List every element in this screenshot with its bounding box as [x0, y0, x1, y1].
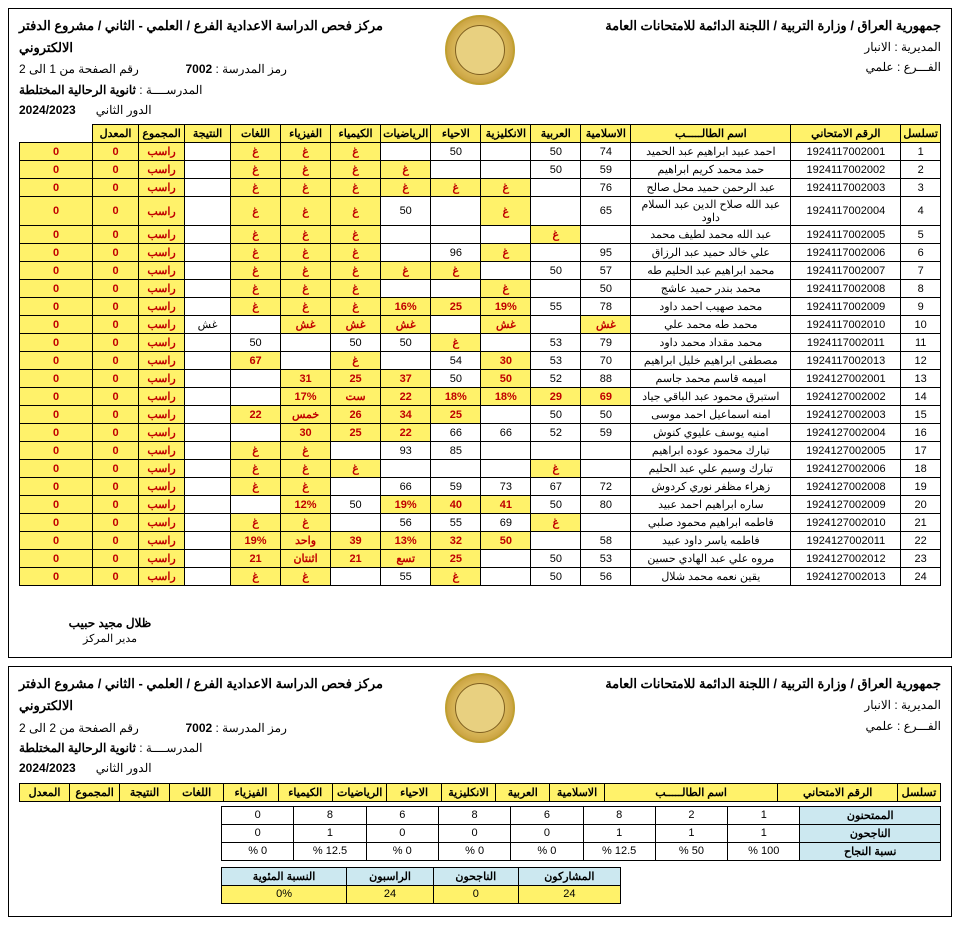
- table-row: 121924117002013مصطفى ابراهيم خليل ابراهي…: [20, 352, 941, 370]
- col-header: الانكليزية: [481, 125, 531, 143]
- table-row: 61924117002006علي خالد حميد عبد الرزاق95…: [20, 244, 941, 262]
- summary-table: الممتحنون12868680الناجحون11100010نسبة ال…: [221, 806, 941, 861]
- header-right: جمهورية العراق / وزارة التربية / اللجنة …: [525, 15, 941, 78]
- col-header: الانكليزية: [441, 783, 495, 801]
- col-header: الرقم الامتحاني: [778, 783, 897, 801]
- col-header: الاسلامية: [550, 783, 604, 801]
- table-row: 151924127002003امنه اسماعيل احمد موسى505…: [20, 406, 941, 424]
- signature: ظلال مجيد حبيب مدير المركز: [19, 616, 201, 645]
- table-row: 141924127002002استبرق محمود عبد الباقي ج…: [20, 388, 941, 406]
- col-header: العربية: [531, 125, 581, 143]
- table-row: 101924117002010محمد طه محمد عليغشغشغشغشغ…: [20, 316, 941, 334]
- table-row: 41924117002004عبد الله صلاح الدين عبد ال…: [20, 197, 941, 226]
- table-row: 211924127002010فاطمه ابراهيم محمود صلبيغ…: [20, 514, 941, 532]
- table-row: 111924117002011محمد مقداد محمد داود7953غ…: [20, 334, 941, 352]
- republic-title: جمهورية العراق / وزارة التربية / اللجنة …: [525, 15, 941, 37]
- table-row: 191924127002008زهراء مظفر نوري كردوش7267…: [20, 478, 941, 496]
- table-row: 161924127002004امنيه يوسف عليوي كنوش5952…: [20, 424, 941, 442]
- logo: [445, 15, 515, 85]
- summary-row: الممتحنون12868680: [222, 806, 941, 824]
- page-1: جمهورية العراق / وزارة التربية / اللجنة …: [8, 8, 952, 658]
- col-header: الرياضيات: [332, 783, 387, 801]
- summary-header-table: تسلسلالرقم الامتحانياسم الطالـــــبالاسل…: [19, 783, 941, 802]
- participation-table: المشاركونالناجحونالراسبونالنسبة المئوية …: [221, 867, 621, 904]
- col-header: الاحياء: [431, 125, 481, 143]
- header: جمهورية العراق / وزارة التربية / اللجنة …: [19, 15, 941, 120]
- col-header: النتيجة: [185, 125, 231, 143]
- col-header: اللغات: [170, 783, 224, 801]
- col-header: اللغات: [231, 125, 281, 143]
- table-row: 11924117002001احمد عبيد ابراهيم عبد الحم…: [20, 143, 941, 161]
- col-header: العربية: [496, 783, 550, 801]
- table-row: 51924117002005عبد الله محمد لطيف محمدغغغ…: [20, 226, 941, 244]
- table-row: 131924127002001اميمه قاسم محمد جاسم88525…: [20, 370, 941, 388]
- col-header: الكيمياء: [278, 783, 332, 801]
- col-header: المعدل: [93, 125, 139, 143]
- table-row: 181924127002006تبارك وسيم علي عبد الحليم…: [20, 460, 941, 478]
- table-row: 221924127002011فاطمه ياسر داود عبيد58503…: [20, 532, 941, 550]
- table-row: 241924127002013يقين نعمه محمد شلال5650غ5…: [20, 568, 941, 586]
- col-header: تسلسل: [901, 125, 941, 143]
- col-header: الفيزياء: [281, 125, 331, 143]
- col-header: اسم الطالـــــب: [604, 783, 778, 801]
- header-left: مركز فحص الدراسة الاعدادية الفرع / العلم…: [19, 15, 435, 120]
- col-header: تسلسل: [897, 783, 940, 801]
- table-row: 171924127002005تبارك محمود عوده ابراهيم8…: [20, 442, 941, 460]
- col-header: النتيجة: [120, 783, 170, 801]
- col-header: اسم الطالـــــب: [631, 125, 791, 143]
- page-2: جمهورية العراق / وزارة التربية / اللجنة …: [8, 666, 952, 916]
- col-header: المجموع: [139, 125, 185, 143]
- table-row: 71924117002007محمد ابراهيم عبد الحليم طه…: [20, 262, 941, 280]
- table-row: 81924117002008محمد بندر حميد عاشج50غغغغر…: [20, 280, 941, 298]
- col-header: الكيمياء: [331, 125, 381, 143]
- results-table: تسلسلالرقم الامتحانياسم الطالـــــبالاسل…: [19, 124, 941, 586]
- table-row: 91924117002009محمد صهيب احمد داود785519%…: [20, 298, 941, 316]
- col-header: الاسلامية: [581, 125, 631, 143]
- summary-row: الناجحون11100010: [222, 824, 941, 842]
- col-header: الفيزياء: [224, 783, 278, 801]
- header-2: جمهورية العراق / وزارة التربية / اللجنة …: [19, 673, 941, 778]
- col-header: المعدل: [20, 783, 70, 801]
- summary-row: نسبة النجاح100 %50 %12.5 %0 %0 %0 %12.5 …: [222, 842, 941, 860]
- table-row: 31924117002003عبد الرحمن حميد محل صالح76…: [20, 179, 941, 197]
- col-header: الرقم الامتحاني: [791, 125, 901, 143]
- table-row: 231924127002012مروه علي عبد الهادي حسين5…: [20, 550, 941, 568]
- col-header: المجموع: [70, 783, 120, 801]
- table-row: 21924117002002حمد محمد كريم ابراهيم5950غ…: [20, 161, 941, 179]
- center-title: مركز فحص الدراسة الاعدادية الفرع / العلم…: [19, 15, 435, 59]
- table-row: 201924127002009ساره ابراهيم احمد عبيد805…: [20, 496, 941, 514]
- col-header: الرياضيات: [381, 125, 431, 143]
- col-header: الاحياء: [387, 783, 441, 801]
